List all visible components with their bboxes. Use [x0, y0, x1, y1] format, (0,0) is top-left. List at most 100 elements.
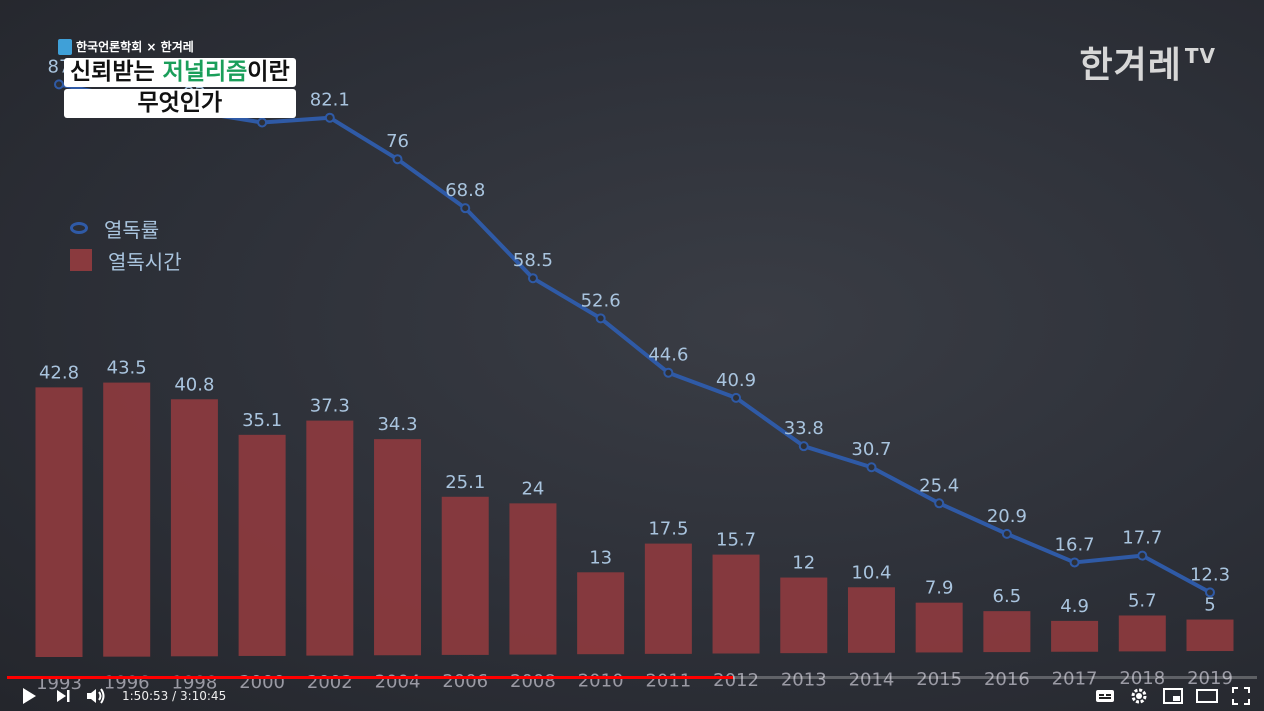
line-marker-icon [70, 222, 88, 234]
line-point-2011 [663, 367, 674, 378]
x-tick-2012: 2012 [713, 670, 759, 691]
x-tick-2019: 2019 [1187, 668, 1233, 689]
x-tick-2011: 2011 [645, 670, 691, 691]
bar-2004 [374, 439, 422, 656]
volume-button[interactable] [80, 680, 114, 711]
next-button[interactable] [46, 680, 80, 711]
play-button[interactable] [12, 680, 46, 711]
theater-mode-button[interactable] [1190, 680, 1224, 711]
bar-label-2013: 12 [792, 553, 815, 574]
line-label-2002: 82.1 [310, 90, 350, 111]
play-icon [23, 687, 36, 704]
line-label-2004: 76 [386, 131, 409, 152]
bar-label-2010: 13 [589, 547, 612, 568]
miniplayer-button[interactable] [1156, 680, 1190, 711]
line-point-2014 [866, 462, 877, 473]
bar-2013 [780, 577, 828, 654]
line-point-2015 [934, 498, 945, 509]
bar-label-2012: 15.7 [716, 530, 756, 551]
title-line-1: 신뢰받는 저널리즘이란 [64, 58, 296, 87]
line-label-2018: 17.7 [1122, 528, 1162, 549]
bar-2017 [1051, 620, 1099, 652]
bar-2008 [509, 503, 557, 655]
brand-suffix: TV [1184, 44, 1216, 68]
x-tick-2017: 2017 [1052, 669, 1098, 690]
bar-2012 [712, 554, 760, 654]
line-point-2017 [1069, 557, 1080, 568]
bar-label-2017: 4.9 [1060, 596, 1089, 617]
next-icon [57, 689, 70, 702]
bar-label-1996: 43.5 [107, 358, 147, 379]
right-controls [1088, 680, 1258, 711]
line-point-2008 [527, 273, 538, 284]
bar-2016 [983, 611, 1031, 653]
bar-label-2018: 5.7 [1128, 590, 1157, 611]
bar-label-2000: 35.1 [242, 410, 282, 431]
legend-item-bar: 열독시간 [70, 244, 182, 276]
x-tick-2015: 2015 [916, 669, 962, 690]
title-highlight: 저널리즘 [162, 59, 248, 85]
line-point-2019 [1205, 587, 1215, 598]
time-display: 1:50:53 / 3:10:45 [122, 689, 226, 703]
x-tick-2018: 2018 [1119, 668, 1165, 689]
line-label-2012: 40.9 [716, 370, 756, 391]
line-label-2017: 16.7 [1055, 534, 1095, 555]
line-label-2015: 25.4 [919, 475, 959, 496]
title-pre: 신뢰받는 [70, 59, 163, 85]
line-point-1993 [54, 79, 64, 90]
progress-played [7, 676, 734, 679]
fullscreen-button[interactable] [1224, 680, 1258, 711]
line-label-2014: 30.7 [851, 439, 891, 460]
line-label-2006: 68.8 [445, 180, 485, 201]
line-label-2016: 20.9 [987, 506, 1027, 527]
bar-label-2004: 34.3 [377, 414, 417, 435]
subtitles-icon [1096, 689, 1114, 702]
bar-2014 [847, 587, 895, 653]
bar-2018 [1118, 615, 1166, 652]
fullscreen-icon [1232, 686, 1250, 705]
line-point-2004 [392, 154, 403, 165]
bar-2019 [1186, 619, 1234, 652]
chart-legend: 열독률 열독시간 [70, 212, 182, 276]
line-point-2016 [1001, 528, 1012, 539]
line-point-2002 [324, 112, 335, 123]
bar-label-1998: 40.8 [174, 374, 214, 395]
bar-label-2011: 17.5 [648, 519, 688, 540]
line-label-2010: 52.6 [581, 290, 621, 311]
subtitles-button[interactable] [1088, 680, 1122, 711]
line-point-2000 [257, 117, 268, 128]
bar-1996 [103, 382, 151, 657]
video-progress-bar[interactable] [7, 676, 1257, 679]
line-label-2013: 33.8 [784, 418, 824, 439]
bar-1993 [35, 387, 83, 657]
line-label-2008: 58.5 [513, 250, 553, 271]
x-tick-2014: 2014 [849, 669, 895, 690]
title-post: 이란 [247, 59, 290, 85]
line-point-2018 [1137, 550, 1148, 561]
line-point-2010 [595, 313, 606, 324]
miniplayer-icon [1163, 687, 1183, 704]
badge-text: 한국언론학회 × 한겨레 [76, 40, 194, 54]
x-tick-2013: 2013 [781, 670, 827, 691]
bar-1998 [170, 399, 218, 657]
gear-icon [1131, 688, 1147, 703]
time-separator: / [168, 688, 180, 703]
bar-2015 [915, 602, 963, 653]
bar-label-2016: 6.5 [993, 586, 1022, 607]
bar-2000 [238, 434, 286, 656]
x-tick-2016: 2016 [984, 669, 1030, 690]
bar-2011 [644, 543, 692, 654]
bar-swatch-icon [70, 249, 92, 271]
duration: 3:10:45 [179, 688, 227, 703]
bar-label-2014: 10.4 [851, 562, 891, 583]
conference-badge: 한국언론학회 × 한겨레 [58, 38, 194, 55]
line-label-2019: 12.3 [1190, 564, 1230, 585]
bar-label-2015: 7.9 [925, 578, 954, 599]
settings-button[interactable] [1122, 680, 1156, 711]
bar-label-2019: 5 [1204, 595, 1215, 616]
bar-2010 [577, 572, 625, 655]
theater-icon [1196, 688, 1218, 703]
bar-label-2006: 25.1 [445, 472, 485, 493]
legend-label-line: 열독률 [104, 217, 160, 242]
